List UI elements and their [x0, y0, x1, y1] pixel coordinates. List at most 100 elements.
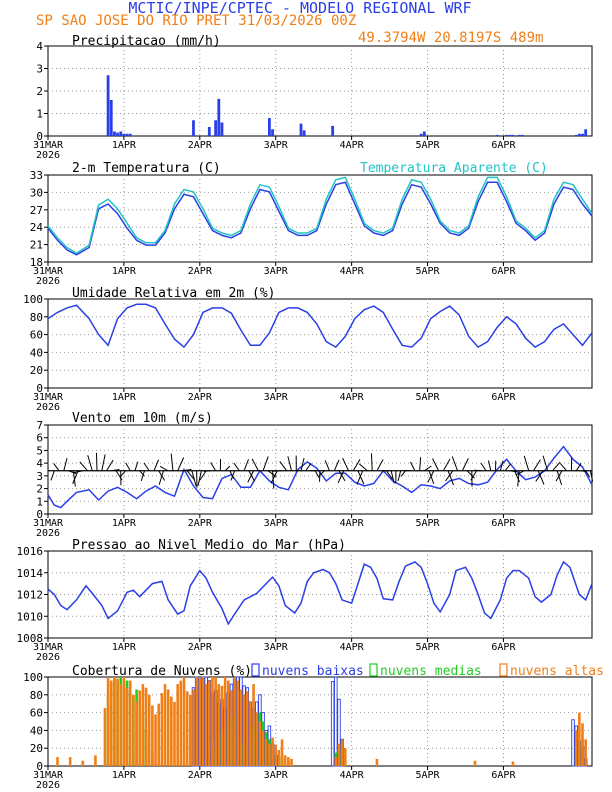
wind-arrow	[106, 459, 114, 472]
y-tick-label: 40	[30, 346, 43, 359]
wind-arrow	[134, 461, 139, 471]
y-tick-label: 40	[30, 724, 43, 737]
bar-nuvens-altas	[581, 723, 584, 766]
bar-nuvens-altas	[245, 691, 249, 766]
wind-arrow	[101, 454, 106, 471]
bar-nuvens-altas	[56, 757, 59, 766]
y-tick-label: 100	[23, 293, 43, 306]
precip-bar	[122, 133, 126, 136]
wind-arrow	[575, 463, 582, 472]
x-tick-label: 31MAR	[33, 642, 64, 653]
precip-bar	[113, 131, 116, 136]
wind-arrow	[72, 470, 79, 485]
wind-arrow	[159, 465, 169, 472]
x-tick-label: 1APR	[112, 518, 137, 529]
precip-bar	[119, 131, 123, 136]
x-tick-label: 6APR	[491, 770, 516, 781]
bar-nuvens-altas	[268, 743, 271, 766]
bar-nuvens-baixas	[571, 719, 575, 767]
x-tick-label: 2APR	[188, 266, 213, 277]
y-tick-label: 3	[36, 63, 43, 76]
wind-arrow	[585, 470, 591, 478]
series-line-temp-0	[47, 181, 593, 256]
wind-arrow	[419, 457, 422, 471]
wind-arrow	[125, 462, 131, 472]
wind-arrow	[248, 470, 256, 482]
bar-nuvens-altas	[109, 680, 113, 766]
wind-arrow	[68, 470, 77, 475]
bar-nuvens-altas	[344, 748, 347, 766]
wind-arrow	[358, 463, 368, 472]
x-tick-sublabel: 2026	[36, 150, 60, 161]
wind-arrow	[87, 455, 93, 471]
bar-nuvens-altas	[125, 687, 129, 766]
bar-nuvens-altas	[132, 694, 135, 766]
wind-arrow	[143, 462, 150, 472]
series-line-temp-1	[47, 176, 593, 255]
x-tick-sublabel: 2026	[36, 402, 60, 413]
x-tick-label: 1APR	[112, 140, 137, 151]
x-tick-label: 6APR	[491, 518, 516, 529]
wind-arrow	[589, 470, 594, 482]
bar-nuvens-altas	[119, 684, 123, 766]
bar-nuvens-altas	[511, 761, 515, 766]
wind-arrow	[533, 459, 541, 472]
y-tick-label: 80	[30, 689, 43, 702]
y-tick-label: 100	[23, 671, 43, 684]
legend-swatch	[369, 663, 378, 677]
precip-bar	[422, 131, 426, 136]
y-tick-label: 2	[36, 483, 43, 496]
wind-arrow	[337, 470, 345, 484]
x-tick-label: 6APR	[491, 642, 516, 653]
x-tick-label: 3APR	[264, 770, 289, 781]
wind-arrow	[199, 470, 207, 481]
x-tick-label: 4APR	[340, 642, 365, 653]
bar-nuvens-altas	[217, 684, 221, 766]
x-tick-label: 5APR	[415, 770, 440, 781]
bar-nuvens-baixas	[330, 681, 335, 767]
series-label: Temperatura Aparente (C)	[360, 161, 548, 176]
panel-title: Vento em 10m (m/s)	[72, 411, 213, 426]
wind-arrow	[390, 470, 395, 484]
x-tick-label: 2APR	[188, 518, 213, 529]
bar-nuvens-altas	[113, 677, 116, 766]
bar-nuvens-altas	[189, 694, 192, 766]
x-tick-label: 5APR	[415, 140, 440, 151]
y-tick-label: 0	[36, 508, 43, 521]
y-tick-label: 1	[36, 108, 43, 121]
wind-arrow	[342, 457, 349, 471]
bar-nuvens-altas	[271, 737, 274, 766]
wind-arrow	[357, 470, 365, 485]
panel-frame	[47, 676, 593, 767]
wind-arrow	[182, 469, 192, 472]
bar-nuvens-altas	[170, 696, 173, 766]
wind-arrow	[273, 470, 283, 472]
wind-arrow	[447, 470, 455, 486]
wind-arrow	[509, 470, 517, 473]
bar-nuvens-altas	[198, 678, 202, 766]
legend: nuvens baixas nuvens medias nuvens altas	[251, 663, 604, 679]
wind-arrow	[140, 470, 145, 482]
x-tick-label: 4APR	[340, 392, 365, 403]
bar-nuvens-altas	[138, 690, 142, 766]
bar-nuvens-altas	[220, 685, 224, 766]
bar-nuvens-altas	[214, 677, 217, 766]
chart-title: MCTIC/INPE/CPTEC - MODELO REGIONAL WRF	[128, 0, 471, 17]
wind-arrow	[270, 470, 278, 484]
legend-label: nuvens baixas	[262, 664, 364, 679]
x-tick-label: 31MAR	[33, 770, 64, 781]
x-tick-label: 5APR	[415, 642, 440, 653]
x-tick-label: 2APR	[188, 770, 213, 781]
wind-arrow	[186, 470, 196, 481]
x-tick-label: 6APR	[491, 266, 516, 277]
legend-swatch	[499, 663, 508, 677]
wind-arrow	[314, 470, 320, 478]
bar-nuvens-altas	[258, 721, 262, 766]
bar-nuvens-altas	[226, 680, 230, 766]
y-tick-label: 1014	[17, 567, 44, 580]
wind-arrow	[427, 470, 435, 483]
